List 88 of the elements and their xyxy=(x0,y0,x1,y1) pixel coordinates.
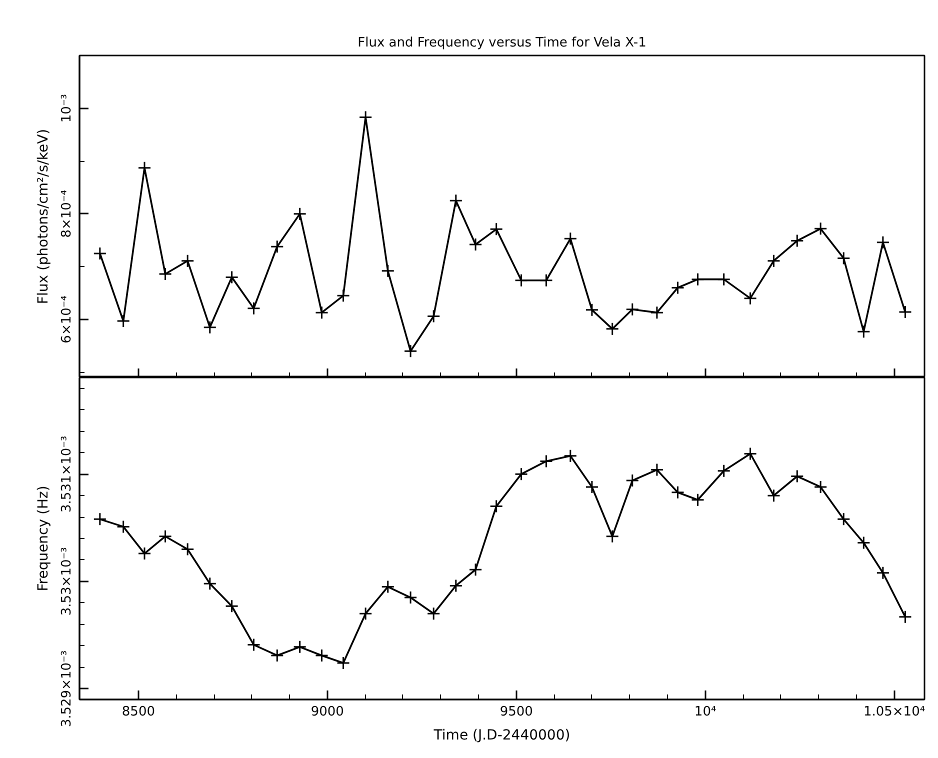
y-axis-title: Frequency (Hz) xyxy=(36,486,52,592)
point xyxy=(539,274,553,288)
point xyxy=(158,267,172,281)
point xyxy=(876,566,890,580)
point xyxy=(246,638,260,652)
point xyxy=(490,500,504,514)
y-axis-title: Flux (photons/cm²/s/keV) xyxy=(36,128,52,304)
point xyxy=(717,272,731,286)
point xyxy=(116,314,130,328)
point xyxy=(270,648,284,662)
y-tick-label: 3.53×10⁻³ xyxy=(60,547,74,616)
x-tick-label: 9500 xyxy=(500,704,533,720)
point xyxy=(203,576,217,590)
point xyxy=(585,303,599,317)
point xyxy=(314,648,328,662)
point xyxy=(744,292,758,306)
point xyxy=(564,449,578,463)
x-tick-label: 1.05×10⁴ xyxy=(863,704,926,720)
point xyxy=(203,320,217,334)
point xyxy=(836,251,850,265)
point xyxy=(836,512,850,526)
point xyxy=(404,590,418,604)
point xyxy=(626,474,640,488)
point xyxy=(293,640,307,654)
point xyxy=(138,161,152,175)
point xyxy=(468,238,482,252)
point xyxy=(744,446,758,460)
point xyxy=(606,530,620,544)
x-tick-label: 9000 xyxy=(310,704,344,720)
point xyxy=(158,530,172,544)
x-axis-title: Time (J.D-2440000) xyxy=(432,728,570,744)
point xyxy=(514,274,528,288)
point xyxy=(426,606,440,620)
point xyxy=(790,234,804,248)
point xyxy=(246,302,260,316)
point xyxy=(766,488,780,502)
point xyxy=(270,240,284,254)
point xyxy=(626,302,640,316)
point xyxy=(449,194,463,208)
point xyxy=(180,542,194,556)
point xyxy=(564,232,578,246)
point xyxy=(585,480,599,494)
point xyxy=(358,606,372,620)
point xyxy=(898,610,912,624)
point xyxy=(790,469,804,483)
point xyxy=(650,306,664,320)
point xyxy=(670,486,684,500)
y-tick-label: 6×10⁻⁴ xyxy=(60,296,74,344)
point xyxy=(717,464,731,478)
x-tick-label: 10⁴ xyxy=(694,704,716,720)
point xyxy=(225,270,239,284)
point xyxy=(876,236,890,250)
point xyxy=(293,207,307,221)
point xyxy=(93,246,107,260)
point xyxy=(449,578,463,592)
point xyxy=(814,480,828,494)
y-tick-label: 8×10⁻⁴ xyxy=(60,190,74,238)
y-tick-label: 3.529×10⁻³ xyxy=(60,650,74,728)
point xyxy=(766,254,780,268)
point xyxy=(381,264,395,278)
point xyxy=(539,454,553,468)
point xyxy=(314,306,328,320)
point xyxy=(490,222,504,236)
point xyxy=(898,305,912,319)
point xyxy=(814,222,828,236)
point xyxy=(381,580,395,594)
point xyxy=(856,324,870,338)
point xyxy=(336,656,350,670)
point xyxy=(670,281,684,295)
point xyxy=(180,254,194,268)
y-tick-label: 3.531×10⁻³ xyxy=(60,436,74,512)
point xyxy=(225,599,239,613)
x-tick-label: 8500 xyxy=(122,704,156,720)
point xyxy=(514,467,528,481)
point xyxy=(404,344,418,358)
point xyxy=(691,493,705,507)
chart-title: Flux and Frequency versus Time for Vela X-1 xyxy=(358,36,646,50)
point xyxy=(468,562,482,576)
point xyxy=(691,272,705,286)
point xyxy=(93,512,107,526)
point xyxy=(116,520,130,534)
y-tick-label: 10⁻³ xyxy=(60,94,74,123)
point xyxy=(856,536,870,550)
point xyxy=(426,310,440,324)
point xyxy=(138,546,152,560)
point xyxy=(606,322,620,336)
point xyxy=(336,288,350,302)
point xyxy=(650,463,664,477)
